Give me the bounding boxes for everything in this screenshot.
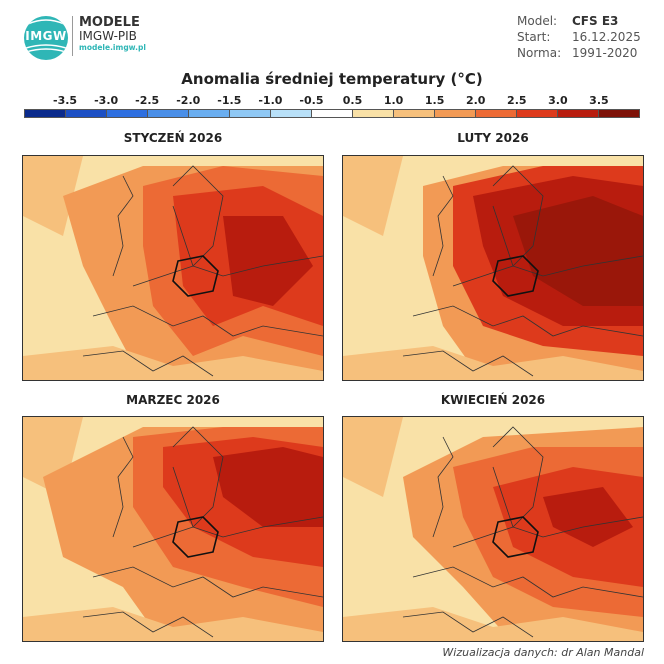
logo-waves-icon bbox=[25, 19, 67, 53]
coastline-central bbox=[92, 305, 323, 337]
border-poland bbox=[172, 516, 219, 558]
imgw-logo: IMGW bbox=[24, 16, 68, 60]
coastline-scandinavia bbox=[492, 426, 544, 528]
colorbar-cell bbox=[558, 110, 599, 117]
colorbar-cell bbox=[189, 110, 230, 117]
coastline-baltic bbox=[452, 516, 643, 548]
map-title: Anomalia średniej temperatury (°C) bbox=[181, 70, 483, 88]
border-poland bbox=[492, 516, 539, 558]
colorbar-cell bbox=[312, 110, 353, 117]
brand-url[interactable]: modele.imgw.pl bbox=[79, 43, 146, 53]
coastline-uk bbox=[112, 436, 134, 538]
colorbar-cell bbox=[25, 110, 66, 117]
anomaly-area-hottest bbox=[213, 447, 323, 527]
panel-title-january: STYCZEŃ 2026 bbox=[123, 131, 223, 145]
brand-title: MODELE bbox=[79, 15, 140, 30]
logo-text: IMGW bbox=[25, 29, 67, 43]
colorbar-cell bbox=[271, 110, 312, 117]
map-panel-april bbox=[342, 416, 644, 642]
colorbar-tick-label: -2.0 bbox=[176, 94, 201, 107]
logo-divider bbox=[72, 16, 73, 56]
colorbar-tick-label: -0.5 bbox=[299, 94, 324, 107]
coastline-mediterranean bbox=[82, 350, 214, 377]
model-label: Model: bbox=[517, 14, 558, 28]
map-panel-march bbox=[22, 416, 324, 642]
colorbar-tick-label: 3.0 bbox=[548, 94, 568, 107]
coastline-baltic bbox=[132, 516, 323, 548]
coastline-uk bbox=[112, 175, 134, 277]
coastline-mediterranean bbox=[82, 611, 214, 638]
colorbar-cell bbox=[353, 110, 394, 117]
colorbar-tick-label: 3.5 bbox=[589, 94, 609, 107]
anomaly-area-west bbox=[343, 156, 403, 236]
colorbar-ticks: -3.5 -3.0 -2.5 -2.0 -1.5 -1.0 -0.5 0.5 1.0 1.5 2.0… bbox=[0, 94, 664, 108]
colorbar-cell bbox=[107, 110, 148, 117]
border-poland bbox=[492, 255, 539, 297]
anomaly-area-hottest bbox=[543, 487, 633, 547]
colorbar-cell bbox=[476, 110, 517, 117]
coastline-scandinavia bbox=[172, 426, 224, 528]
coastline-mediterranean bbox=[402, 350, 534, 377]
colorbar-tick-label: 0.5 bbox=[342, 94, 363, 107]
coastline-baltic bbox=[132, 255, 323, 287]
start-label: Start: bbox=[517, 30, 551, 44]
coastline-central bbox=[92, 566, 323, 598]
anomaly-area-hottest bbox=[513, 196, 643, 306]
norma-label: Norma: bbox=[517, 46, 562, 60]
colorbar-cell bbox=[66, 110, 107, 117]
norma-value: 1991-2020 bbox=[572, 46, 638, 60]
colorbar-cell bbox=[517, 110, 558, 117]
start-value: 16.12.2025 bbox=[572, 30, 641, 44]
colorbar-cell bbox=[599, 110, 639, 117]
coastline-uk bbox=[432, 436, 454, 538]
map-panel-january bbox=[22, 155, 324, 381]
colorbar-tick-label: -1.0 bbox=[258, 94, 283, 107]
colorbar-cell bbox=[435, 110, 476, 117]
anomaly-area-west bbox=[23, 156, 83, 236]
colorbar-tick-label: -1.5 bbox=[217, 94, 242, 107]
panel-title-march: MARZEC 2026 bbox=[126, 393, 220, 407]
coastline-uk bbox=[432, 175, 454, 277]
colorbar-tick-label: 1.0 bbox=[383, 94, 404, 107]
brand-subtitle: IMGW-PIB bbox=[79, 28, 137, 43]
coastline-scandinavia bbox=[492, 165, 544, 267]
colorbar-tick-label: -2.5 bbox=[135, 94, 160, 107]
colorbar bbox=[24, 109, 640, 118]
colorbar-tick-label: -3.0 bbox=[94, 94, 119, 107]
colorbar-cell bbox=[230, 110, 271, 117]
coastline-central bbox=[412, 305, 643, 337]
colorbar-cell bbox=[148, 110, 189, 117]
map-panel-february bbox=[342, 155, 644, 381]
coastline-mediterranean bbox=[402, 611, 534, 638]
colorbar-tick-label: -3.5 bbox=[53, 94, 78, 107]
map-april bbox=[343, 417, 643, 641]
model-value: CFS E3 bbox=[572, 14, 619, 28]
panel-title-april: KWIECIEŃ 2026 bbox=[440, 393, 546, 407]
map-march bbox=[23, 417, 323, 641]
coastline-central bbox=[412, 566, 643, 598]
coastline-baltic bbox=[452, 255, 643, 287]
coastline-scandinavia bbox=[172, 165, 224, 267]
colorbar-tick-label: 2.5 bbox=[507, 94, 527, 107]
colorbar-tick-label: 1.5 bbox=[424, 94, 445, 107]
colorbar-tick-label: 2.0 bbox=[465, 94, 486, 107]
anomaly-area-west bbox=[343, 417, 403, 497]
map-february bbox=[343, 156, 643, 380]
map-january bbox=[23, 156, 323, 380]
colorbar-cell bbox=[394, 110, 435, 117]
brand-block: MODELE IMGW-PIB modele.imgw.pl bbox=[79, 16, 146, 52]
panel-title-february: LUTY 2026 bbox=[457, 131, 529, 145]
model-info: Model: CFS E3 Start: 16.12.2025 Norma: 1991… bbox=[517, 14, 641, 62]
border-poland bbox=[172, 255, 219, 297]
credit-text: Wizualizacja danych: dr Alan Mandal bbox=[442, 646, 644, 659]
anomaly-area-hottest bbox=[223, 216, 313, 306]
